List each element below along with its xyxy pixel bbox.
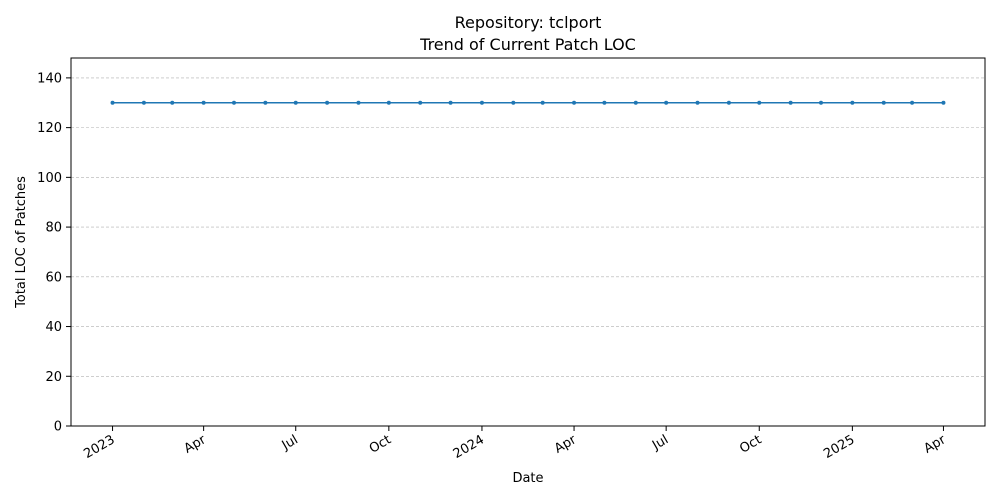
data-point [110,100,115,105]
data-point [386,100,391,105]
data-point [788,100,793,105]
data-point [448,100,453,105]
data-point [726,100,731,105]
data-point [881,100,886,105]
x-tick-label: Oct [367,432,394,456]
data-point [757,100,762,105]
x-tick-label: Apr [921,432,949,457]
x-tick-label: Jul [649,432,671,453]
y-axis-label: Total LOC of Patches [14,176,29,309]
x-tick-label: Apr [552,432,580,457]
data-point [602,100,607,105]
data-point [850,100,855,105]
data-point [511,100,516,105]
y-tick-label: 80 [45,221,62,236]
series-layer [110,100,946,105]
data-point [572,100,577,105]
data-point [540,100,545,105]
data-point [633,100,638,105]
data-point [664,100,669,105]
chart-subtitle: Trend of Current Patch LOC [419,35,636,54]
data-point [910,100,915,105]
data-point [293,100,298,105]
data-point [325,100,330,105]
plot-frame [70,57,986,427]
data-point [356,100,361,105]
x-tick-label: Apr [182,432,210,457]
data-point [418,100,423,105]
data-point [479,100,484,105]
data-point [170,100,175,105]
y-tick-label: 120 [37,121,62,136]
y-axis-ticks: 0 20 40 60 80 100 120 140 [37,71,71,435]
data-point [695,100,700,105]
x-tick-label: Jul [279,432,301,453]
x-tick-label: 2023 [81,432,117,462]
x-tick-label: 2024 [451,432,487,462]
y-tick-label: 100 [37,171,62,186]
data-point [263,100,268,105]
data-point [201,100,206,105]
y-tick-label: 20 [45,370,62,385]
x-axis-ticks: 2023 Apr Jul Oct 2024 Apr Jul Oct 2025 Apr [81,426,949,462]
data-point [818,100,823,105]
chart-title: Repository: tclport [455,13,602,32]
x-tick-label: 2025 [821,432,857,462]
x-axis-label: Date [512,471,543,486]
data-point [941,100,946,105]
data-point [141,100,146,105]
grid-lines [71,77,985,377]
data-point [231,100,236,105]
y-tick-label: 60 [45,270,62,285]
y-tick-label: 0 [54,420,62,435]
y-tick-label: 40 [45,320,62,335]
y-tick-label: 140 [37,71,62,86]
x-tick-label: Oct [737,432,764,456]
